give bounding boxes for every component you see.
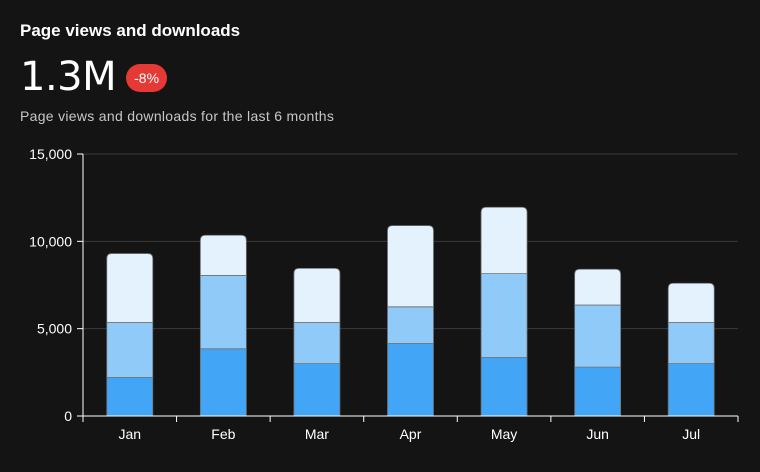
bar-segment-jul-2 — [668, 323, 714, 364]
bar-segment-jun-2 — [575, 305, 621, 367]
y-tick-label: 15,000 — [29, 146, 72, 162]
y-tick-label: 0 — [64, 408, 72, 424]
bar-segment-jan-3 — [107, 254, 153, 323]
bar-segment-may-2 — [481, 274, 527, 358]
bar-segment-jan-1 — [107, 378, 153, 416]
bar-segment-mar-2 — [294, 323, 340, 364]
bar-segment-jul-1 — [668, 364, 714, 416]
bar-segment-jun-3 — [575, 269, 621, 305]
y-tick-label: 5,000 — [37, 321, 72, 337]
x-tick-label-jan: Jan — [118, 426, 141, 442]
bar-segment-may-3 — [481, 207, 527, 273]
bar-segment-feb-3 — [200, 235, 246, 275]
bar-segment-may-1 — [481, 357, 527, 416]
bar-segment-mar-3 — [294, 268, 340, 322]
bar-segment-jan-2 — [107, 323, 153, 378]
x-tick-label-jul: Jul — [682, 426, 700, 442]
y-tick-label: 10,000 — [29, 233, 72, 249]
bar-segment-apr-2 — [388, 307, 434, 344]
bar-segment-jul-3 — [668, 283, 714, 322]
bar-segment-feb-2 — [200, 275, 246, 348]
x-tick-label-may: May — [491, 426, 517, 442]
x-tick-label-jun: Jun — [586, 426, 609, 442]
x-tick-label-feb: Feb — [211, 426, 235, 442]
x-tick-label-apr: Apr — [400, 426, 422, 442]
bar-segment-jun-1 — [575, 367, 621, 416]
bar-segment-apr-1 — [388, 344, 434, 416]
bar-segment-mar-1 — [294, 364, 340, 416]
bar-segment-apr-3 — [388, 226, 434, 307]
bar-segment-feb-1 — [200, 349, 246, 416]
x-tick-label-mar: Mar — [305, 426, 329, 442]
